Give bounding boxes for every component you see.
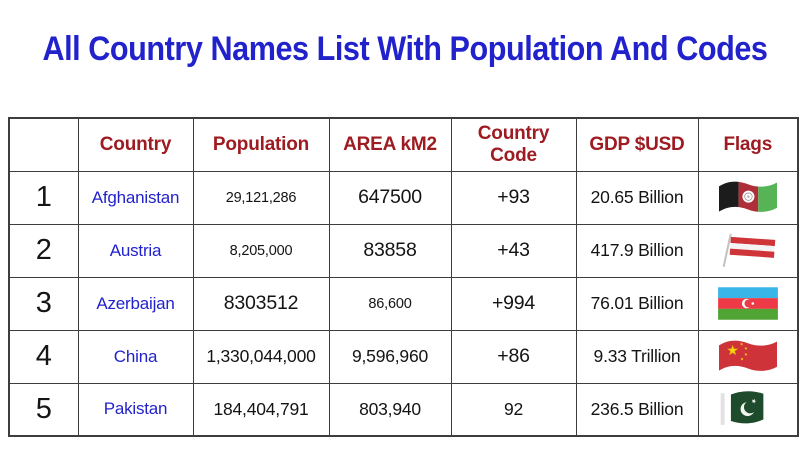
gdp-value: 236.5 Billion — [575, 382, 699, 437]
country-code-value: +43 — [450, 223, 577, 278]
country-name: Azerbaijan — [77, 276, 194, 331]
country-code-value: 92 — [450, 382, 577, 437]
afghanistan-flag — [699, 177, 797, 218]
country-code-value: +86 — [450, 329, 577, 384]
header-index — [8, 117, 79, 172]
country-name: China — [77, 329, 194, 384]
row-index: 5 — [8, 382, 79, 437]
population-value: 8,205,000 — [192, 223, 330, 278]
population-value: 8303512 — [192, 276, 330, 331]
row-index: 4 — [8, 329, 79, 384]
area-value: 647500 — [328, 170, 452, 225]
area-value: 9,596,960 — [328, 329, 452, 384]
table-row: 2 Austria 8,205,000 83858 +43 417.9 Bill… — [8, 223, 799, 278]
gdp-value: 9.33 Trillion — [575, 329, 699, 384]
country-table: Country Population AREA kM2 Country Code… — [8, 117, 799, 437]
table-row: 1 Afghanistan 29,121,286 647500 +93 20.6… — [8, 170, 799, 225]
population-value: 1,330,044,000 — [192, 329, 330, 384]
gdp-value: 20.65 Billion — [575, 170, 699, 225]
header-country-code: Country Code — [450, 117, 577, 172]
country-name: Afghanistan — [77, 170, 194, 225]
country-code-value: +994 — [450, 276, 577, 331]
area-value: 83858 — [328, 223, 452, 278]
gdp-value: 417.9 Billion — [575, 223, 699, 278]
header-row: Country Population AREA kM2 Country Code… — [8, 117, 799, 172]
header-area: AREA kM2 — [328, 117, 452, 172]
population-value: 184,404,791 — [192, 382, 330, 437]
country-code-value: +93 — [450, 170, 577, 225]
page-title: All Country Names List With Population A… — [42, 30, 768, 68]
table-row: 3 Azerbaijan 8303512 86,600 +994 76.01 B… — [8, 276, 799, 331]
row-index: 1 — [8, 170, 79, 225]
header-population: Population — [192, 117, 330, 172]
azerbaijan-flag — [699, 283, 797, 324]
austria-flag — [699, 230, 797, 271]
country-name: Austria — [77, 223, 194, 278]
country-name: Pakistan — [77, 382, 194, 437]
row-index: 2 — [8, 223, 79, 278]
header-country: Country — [77, 117, 194, 172]
table-row: 4 China 1,330,044,000 9,596,960 +86 9.33… — [8, 329, 799, 384]
pakistan-flag — [699, 389, 797, 430]
header-flags: Flags — [697, 117, 799, 172]
area-value: 86,600 — [328, 276, 452, 331]
row-index: 3 — [8, 276, 79, 331]
china-flag — [699, 336, 797, 377]
header-gdp: GDP $USD — [575, 117, 699, 172]
gdp-value: 76.01 Billion — [575, 276, 699, 331]
population-value: 29,121,286 — [192, 170, 330, 225]
table-row: 5 Pakistan 184,404,791 803,940 92 236.5 … — [8, 382, 799, 437]
area-value: 803,940 — [328, 382, 452, 437]
